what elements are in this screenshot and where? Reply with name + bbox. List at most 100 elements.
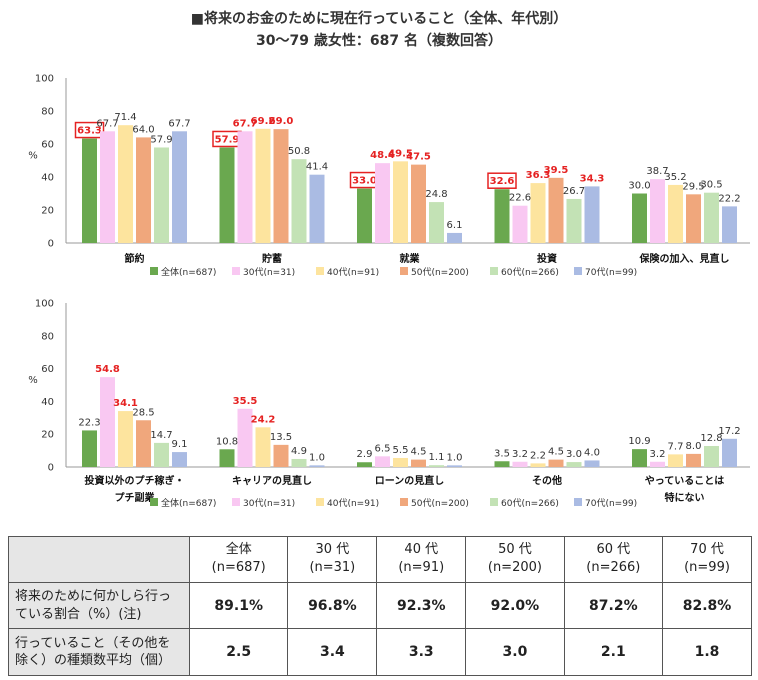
bar	[494, 189, 510, 243]
data-label: 13.5	[270, 432, 292, 443]
data-label: 30.0	[628, 181, 650, 192]
y-tick-label: 100	[35, 74, 54, 85]
bar	[237, 408, 253, 467]
table-corner	[8, 536, 190, 583]
data-label: 29.5	[682, 181, 704, 192]
bar	[375, 163, 390, 243]
bar	[273, 129, 289, 243]
table-header-cell: 50 代 (n=200)	[465, 536, 565, 583]
data-label: 9.1	[172, 439, 188, 450]
data-label: 4.0	[584, 447, 600, 458]
bar	[632, 193, 647, 243]
data-label: 24.8	[425, 189, 447, 200]
legend-label: 60代(n=266)	[501, 267, 559, 278]
data-label: 34.1	[113, 398, 138, 409]
bar	[255, 128, 271, 243]
bar	[100, 377, 115, 467]
category-label: 就業	[400, 252, 421, 265]
bar	[548, 459, 564, 467]
bar	[375, 456, 390, 467]
table-cell: 89.1%	[188, 581, 289, 630]
table-row-label: 行っていること（その他を除く）の種類数平均（個）	[8, 628, 190, 676]
bar	[393, 457, 408, 467]
data-label: 1.0	[447, 452, 463, 463]
category-label: 投資	[537, 252, 557, 265]
data-label: 33.0	[352, 176, 377, 187]
y-tick-label: 80	[41, 331, 54, 342]
data-label: 67.7	[168, 118, 190, 129]
category-label: 節約	[125, 252, 145, 265]
data-label: 63.3	[77, 126, 102, 137]
data-label: 22.6	[509, 193, 531, 204]
legend-label: 40代(n=91)	[327, 498, 379, 509]
bar	[429, 465, 444, 467]
data-label: 22.2	[718, 193, 740, 204]
data-label: 24.2	[251, 414, 276, 425]
data-label: 32.6	[490, 176, 515, 187]
legend-swatch	[150, 267, 158, 275]
data-label: 3.2	[512, 449, 528, 460]
bar	[494, 461, 510, 467]
data-label: 67.7	[96, 118, 118, 129]
table-header-cell: 全体 (n=687)	[188, 536, 289, 583]
bar	[584, 186, 600, 243]
table-cell: 2.1	[563, 628, 664, 676]
data-label: 7.7	[668, 441, 684, 452]
data-label: 64.0	[132, 124, 154, 135]
y-tick-label: 60	[41, 364, 54, 375]
legend-swatch	[400, 498, 408, 506]
table-header-cell: 60 代 (n=266)	[563, 536, 664, 583]
bar	[172, 452, 187, 467]
legend-label: 70代(n=99)	[585, 267, 637, 278]
table-cell: 92.0%	[465, 581, 565, 630]
bar	[686, 194, 701, 243]
data-label: 49.5	[388, 148, 413, 159]
bar	[82, 430, 97, 467]
category-label: 投資以外のプチ稼ぎ・	[85, 474, 185, 487]
y-tick-label: 0	[48, 239, 54, 250]
bar	[237, 131, 253, 243]
chart-subtitle: 30～79 歳女性：687 名（複数回答）	[256, 33, 502, 49]
highlight-box	[74, 121, 105, 139]
legend-swatch	[574, 267, 582, 275]
data-label: 36.3	[526, 170, 551, 181]
table-row: 将来のために何かしら行っている割合（%）(注) 89.1% 96.8% 92.3…	[8, 581, 752, 630]
bar	[118, 125, 133, 243]
bar	[309, 174, 325, 243]
table-cell: 87.2%	[563, 581, 664, 630]
category-label: ローンの見直し	[375, 474, 445, 487]
data-label: 4.5	[411, 447, 427, 458]
data-label: 57.9	[150, 134, 172, 145]
bar	[650, 461, 665, 467]
data-label: 14.7	[150, 430, 172, 441]
bar	[273, 444, 289, 467]
data-label: 35.2	[664, 172, 686, 183]
table-header-row: 全体 (n=687) 30 代 (n=31) 40 代 (n=91) 50 代 (n=2…	[8, 536, 752, 583]
legend-swatch	[574, 498, 582, 506]
table-row-label: 将来のために何かしら行っている割合（%）(注)	[8, 581, 190, 630]
data-label: 6.5	[375, 443, 391, 454]
data-label: 1.1	[429, 452, 445, 463]
y-tick-label: 0	[48, 463, 54, 474]
bar	[172, 131, 187, 243]
data-label: 4.5	[548, 447, 564, 458]
category-label: キャリアの見直し	[232, 474, 312, 487]
data-label: 8.0	[686, 441, 702, 452]
data-label: 50.8	[288, 146, 310, 157]
legend-label: 30代(n=31)	[243, 498, 295, 509]
bar	[309, 465, 325, 467]
bar	[512, 461, 528, 467]
summary-table: 全体 (n=687) 30 代 (n=31) 40 代 (n=91) 50 代 (n=2…	[8, 536, 752, 676]
data-label: 67.7	[233, 118, 258, 129]
bar	[154, 442, 169, 467]
highlight-box	[487, 172, 517, 189]
data-label: 3.2	[650, 449, 666, 460]
bar	[686, 453, 701, 467]
category-label: 特にない	[665, 491, 705, 504]
y-tick-label: 20	[41, 430, 54, 441]
bar	[704, 192, 719, 243]
legend-label: 60代(n=266)	[501, 498, 559, 509]
bar	[291, 458, 307, 467]
bar	[566, 198, 582, 243]
data-label: 38.7	[646, 166, 668, 177]
